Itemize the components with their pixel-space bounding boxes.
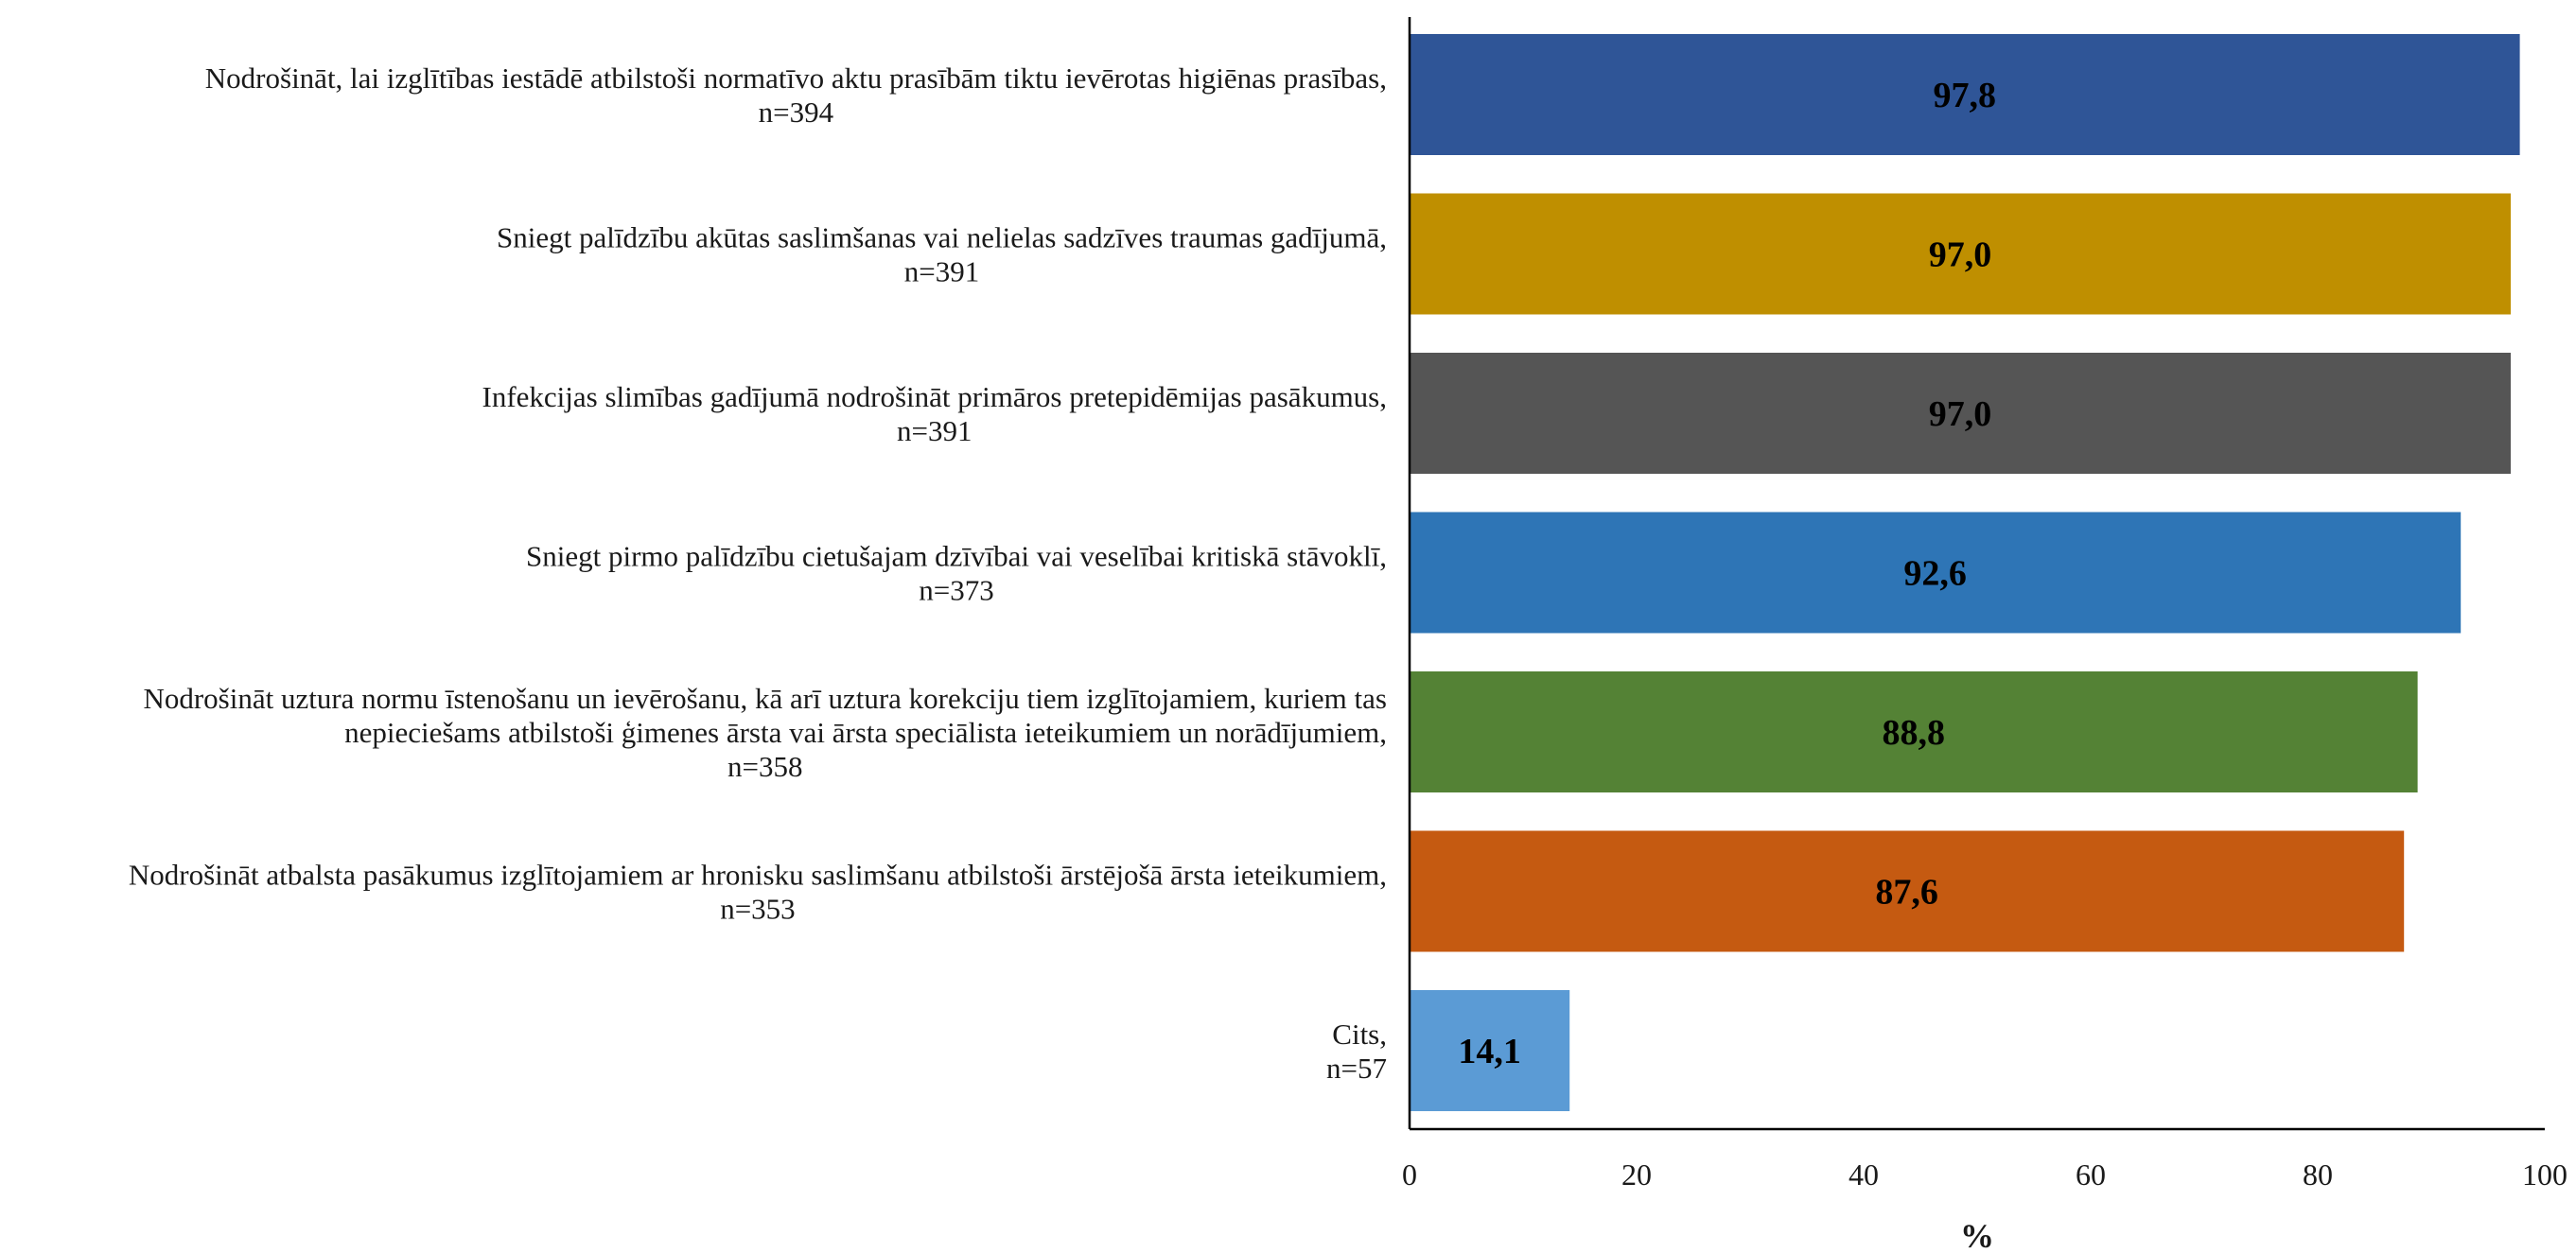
x-tick-label-80: 80 xyxy=(2303,1157,2333,1192)
data-label-4: 92,6 xyxy=(1903,554,1967,594)
category-label-line: n=394 xyxy=(759,96,834,129)
category-label-line: nepieciešams atbilstoši ģimenes ārsta va… xyxy=(344,716,1387,749)
data-label-1: 97,8 xyxy=(1934,76,1997,115)
data-label-6: 87,6 xyxy=(1875,873,1938,913)
category-label-line: Nodrošināt atbalsta pasākumus izglītojam… xyxy=(129,859,1387,892)
category-label-line: Infekcijas slimības gadījumā nodrošināt … xyxy=(482,380,1387,413)
x-tick-label-20: 20 xyxy=(1621,1157,1652,1192)
data-label-2: 97,0 xyxy=(1929,235,1992,275)
category-label-4: Sniegt pirmo palīdzību cietušajam dzīvīb… xyxy=(526,540,1387,607)
category-label-2: Sniegt palīdzību akūtas saslimšanas vai … xyxy=(497,221,1387,288)
category-label-line: n=391 xyxy=(897,414,972,447)
category-label-line: Cits, xyxy=(1332,1018,1387,1051)
category-label-line: Nodrošināt, lai izglītības iestādē atbil… xyxy=(205,61,1387,95)
data-label-7: 14,1 xyxy=(1458,1032,1521,1071)
x-axis-title: % xyxy=(1960,1217,1994,1253)
category-label-line: n=391 xyxy=(904,255,979,288)
x-tick-label-40: 40 xyxy=(1849,1157,1879,1192)
x-tick-label-60: 60 xyxy=(2076,1157,2106,1192)
category-label-6: Nodrošināt atbalsta pasākumus izglītojam… xyxy=(129,859,1387,926)
category-label-line: n=373 xyxy=(919,574,993,607)
category-label-line: Nodrošināt uztura normu īstenošanu un ie… xyxy=(143,682,1387,715)
category-label-line: n=57 xyxy=(1326,1052,1387,1085)
category-label-1: Nodrošināt, lai izglītības iestādē atbil… xyxy=(205,61,1387,129)
category-label-3: Infekcijas slimības gadījumā nodrošināt … xyxy=(482,380,1387,447)
category-labels: Nodrošināt, lai izglītības iestādē atbil… xyxy=(129,61,1387,1085)
x-tick-label-0: 0 xyxy=(1402,1157,1417,1192)
data-label-5: 88,8 xyxy=(1883,713,1946,753)
category-label-line: Sniegt palīdzību akūtas saslimšanas vai … xyxy=(497,221,1387,254)
x-tick-labels: 0 20 40 60 80 100 xyxy=(1402,1157,2567,1192)
category-label-line: n=353 xyxy=(720,893,795,926)
data-label-3: 97,0 xyxy=(1929,394,1992,434)
category-label-7: Cits,n=57 xyxy=(1326,1018,1387,1085)
category-label-line: Sniegt pirmo palīdzību cietušajam dzīvīb… xyxy=(526,540,1387,573)
x-tick-label-100: 100 xyxy=(2522,1157,2567,1192)
category-label-5: Nodrošināt uztura normu īstenošanu un ie… xyxy=(143,682,1387,783)
category-label-line: n=358 xyxy=(727,750,802,783)
